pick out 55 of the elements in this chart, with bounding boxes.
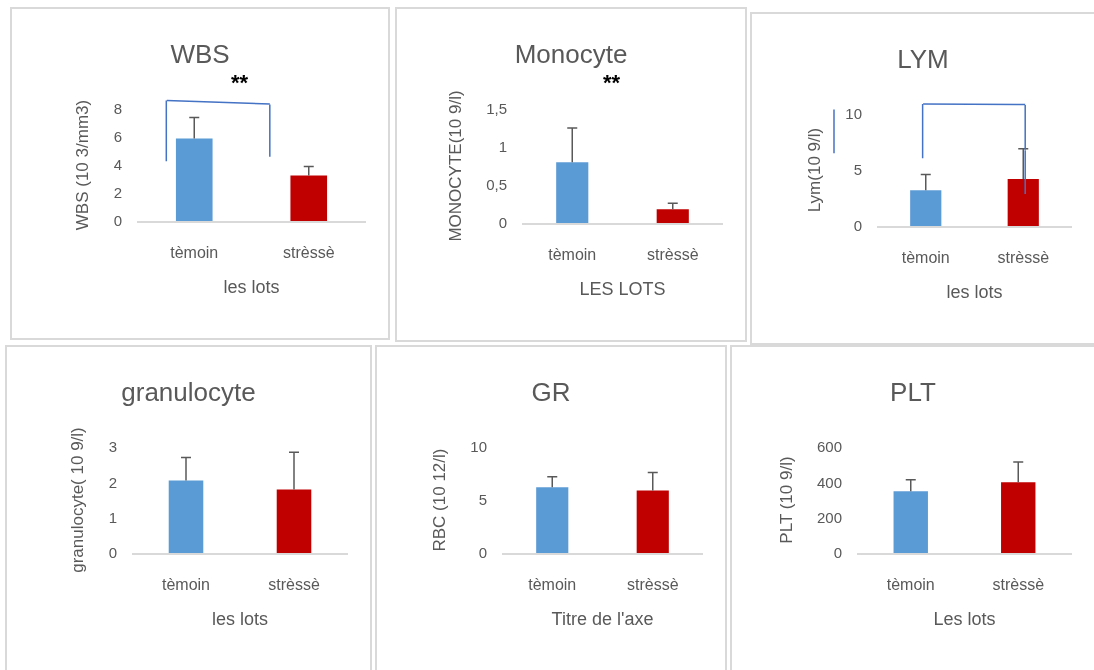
- y-tick-label: 200: [816, 508, 842, 526]
- chart-title: GR: [531, 377, 571, 408]
- y-tick-label: 0: [478, 544, 487, 562]
- chart-title: WBS: [170, 39, 230, 70]
- x-tick-label: strèssè: [646, 245, 699, 263]
- x-tick-label: tèmoin: [886, 575, 935, 593]
- y-tick-label: 5: [478, 491, 487, 509]
- x-tick-label: strèssè: [997, 248, 1050, 266]
- x-tick-label: tèmoin: [548, 245, 597, 263]
- chart-title: granulocyte: [121, 377, 256, 408]
- y-tick-label: 1,5: [486, 100, 507, 118]
- y-tick-label: 10: [845, 105, 862, 123]
- y-tick-label: 5: [853, 161, 862, 179]
- x-axis-title: Les lots: [933, 608, 996, 629]
- text: **: [231, 70, 249, 95]
- x-tick-label: tèmoin: [901, 248, 950, 266]
- x-axis-title: Titre de l'axe: [551, 608, 654, 629]
- x-tick-label: tèmoin: [528, 575, 577, 593]
- y-axis-title: RBC (10 12/l): [429, 448, 449, 552]
- x-axis-title: les lots: [211, 608, 269, 629]
- y-axis-title: PLT (10 9/l): [776, 456, 796, 544]
- y-axis-title: MONOCYTE(10 9/l): [445, 90, 465, 242]
- chart-title: Monocyte: [514, 39, 628, 70]
- y-tick-label: 10: [470, 438, 487, 456]
- y-tick-label: 0: [853, 217, 862, 235]
- x-axis-title: les lots: [223, 276, 280, 297]
- x-axis-title: LES LOTS: [579, 278, 666, 299]
- x-tick-label: strèssè: [626, 575, 679, 593]
- x-tick-label: strèssè: [282, 243, 335, 261]
- y-tick-label: 8: [113, 100, 122, 118]
- chart-title: PLT: [890, 377, 936, 408]
- y-tick-label: 600: [816, 438, 842, 456]
- chart-title: LYM: [897, 44, 949, 75]
- y-tick-label: 4: [113, 156, 122, 174]
- x-tick-label: tèmoin: [161, 575, 211, 593]
- y-tick-label: 6: [113, 128, 122, 146]
- text: **: [603, 70, 621, 95]
- x-axis-title: les lots: [946, 281, 1003, 302]
- y-axis-title: WBS (10 3/mm3): [73, 99, 93, 231]
- y-tick-label: 0: [113, 212, 122, 230]
- x-tick-label: tèmoin: [170, 243, 219, 261]
- y-tick-label: 1: [498, 138, 507, 156]
- y-axis-title: granulocyte( 10 9/l): [68, 427, 88, 573]
- y-tick-label: 1: [108, 508, 117, 526]
- y-tick-label: 0: [498, 214, 507, 232]
- y-tick-label: 0: [833, 544, 842, 562]
- x-tick-label: strèssè: [268, 575, 320, 593]
- y-tick-label: 2: [113, 184, 122, 202]
- y-tick-label: 400: [816, 473, 842, 491]
- y-tick-label: 0,5: [486, 176, 507, 194]
- y-tick-label: 2: [108, 473, 117, 491]
- y-axis-title: Lym(10 9/l): [804, 127, 824, 213]
- y-tick-label: 0: [108, 544, 117, 562]
- y-tick-label: 3: [108, 438, 117, 456]
- x-tick-label: strèssè: [992, 575, 1045, 593]
